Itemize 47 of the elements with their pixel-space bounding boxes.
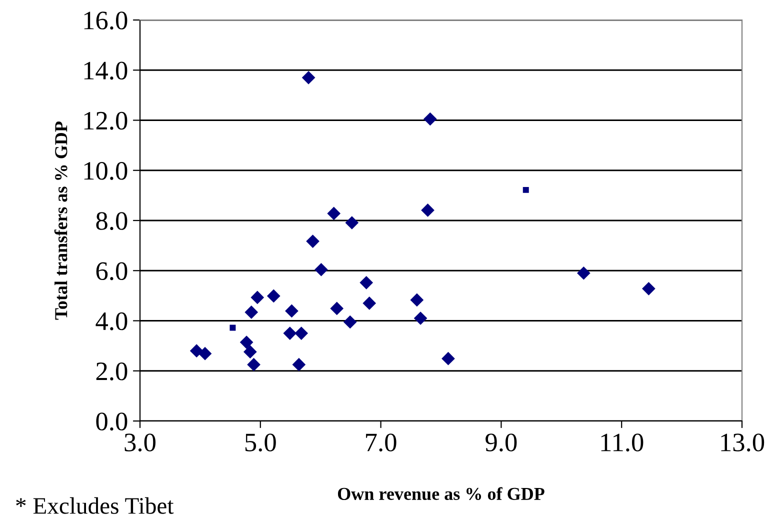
point <box>267 289 280 302</box>
point <box>424 112 437 126</box>
point <box>330 302 344 315</box>
point <box>414 312 427 325</box>
point <box>577 266 590 280</box>
point <box>360 276 373 290</box>
y-tick-label: 10.0 <box>84 162 128 180</box>
point <box>230 324 236 331</box>
point <box>302 71 316 84</box>
point <box>314 263 328 276</box>
point <box>442 352 455 366</box>
y-tick-label: 4.0 <box>96 312 128 330</box>
point <box>421 204 434 217</box>
point <box>285 304 298 318</box>
x-tick-label: 9.0 <box>486 434 517 452</box>
x-tick-label: 7.0 <box>366 434 396 452</box>
x-axis-title: Own revenue as % of GDP <box>338 487 544 500</box>
y-tick-label: 6.0 <box>96 262 128 280</box>
y-tick-label: 0.0 <box>96 412 128 431</box>
point <box>344 316 357 328</box>
point <box>306 234 320 248</box>
y-tick-label: 16.0 <box>84 12 128 30</box>
x-tick-label: 11.0 <box>601 434 644 452</box>
point <box>244 306 258 319</box>
point <box>240 336 253 349</box>
y-tick-label: 2.0 <box>96 362 128 380</box>
point <box>247 358 260 372</box>
point <box>327 207 340 220</box>
point <box>250 290 264 304</box>
x-tick-label: 5.0 <box>245 434 276 452</box>
point <box>283 326 296 340</box>
y-axis-title: Total transfers as % GDP <box>54 122 68 320</box>
y-tick-label: 8.0 <box>96 212 128 230</box>
point <box>345 216 358 230</box>
x-tick-label: 3.0 <box>124 434 156 452</box>
x-tick-label: 13.0 <box>721 434 764 452</box>
point <box>292 358 306 372</box>
text: * Excludes Tibet <box>16 497 174 514</box>
point <box>642 282 656 296</box>
y-tick-label: 12.0 <box>84 112 128 130</box>
point <box>410 294 424 306</box>
point <box>244 345 257 358</box>
y-tick-label: 14.0 <box>84 62 128 80</box>
point <box>198 347 212 360</box>
point <box>294 326 308 340</box>
point <box>522 186 529 193</box>
point <box>362 296 376 310</box>
